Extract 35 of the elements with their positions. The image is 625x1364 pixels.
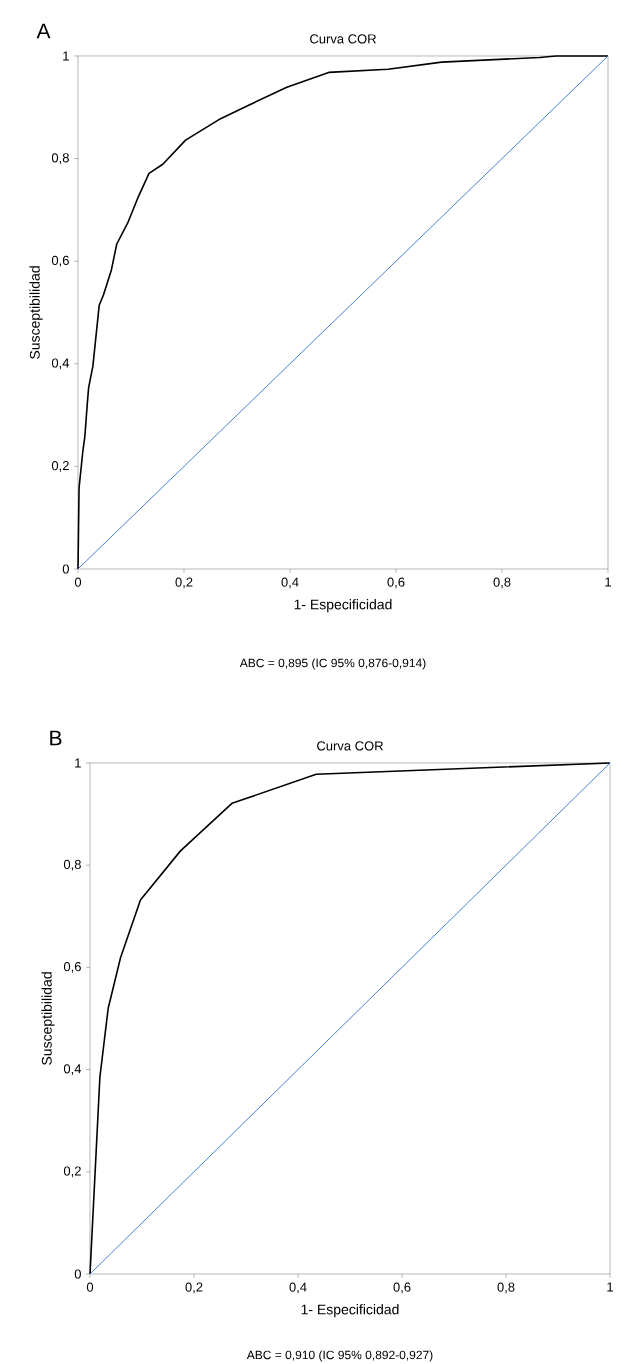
text: ABC = 0,895 (IC 95% 0,876-0,914) bbox=[239, 658, 426, 670]
x-tick-label: 0,8 bbox=[493, 577, 511, 589]
y-tick-label: 0 bbox=[74, 1269, 81, 1279]
y-tick-label: 0,2 bbox=[63, 1166, 81, 1178]
x-tick-label: 1 bbox=[607, 1282, 613, 1292]
chart-title: Curva COR bbox=[310, 34, 376, 44]
y-axis-title: Susceptibilidad bbox=[41, 972, 55, 1065]
text: ABC = 0,910 (IC 95% 0,892-0,927) bbox=[246, 1350, 433, 1362]
x-tick-label: 0,2 bbox=[185, 1282, 203, 1294]
y-tick-label: 1 bbox=[75, 758, 81, 768]
x-tick-label: 0,4 bbox=[281, 577, 299, 589]
y-tick-label: 0,8 bbox=[63, 859, 81, 871]
y-tick-label: 0 bbox=[62, 564, 69, 574]
y-tick-label: 1 bbox=[63, 51, 69, 61]
chart-title: Curva COR bbox=[317, 741, 383, 751]
x-tick-label: 0,4 bbox=[289, 1282, 307, 1294]
y-tick-label: 0,6 bbox=[63, 962, 81, 973]
text: B bbox=[50, 730, 62, 746]
y-axis-title: Susceptibilidad bbox=[29, 266, 43, 359]
y-tick-label: 0,4 bbox=[51, 358, 70, 370]
line-series bbox=[77, 55, 609, 570]
text: A bbox=[36, 23, 51, 39]
x-tick-label: 0,6 bbox=[387, 577, 405, 589]
y-tick-label: 0,8 bbox=[51, 153, 69, 164]
x-axis-title: 1- Especificidad bbox=[294, 599, 392, 613]
x-tick-label: 0,2 bbox=[175, 577, 193, 589]
x-axis-title: 1- Especificidad bbox=[301, 1304, 399, 1318]
x-tick-label: 0 bbox=[86, 1282, 94, 1292]
x-tick-label: 1 bbox=[605, 577, 611, 587]
y-tick-label: 0,4 bbox=[63, 1064, 82, 1075]
x-tick-label: 0,6 bbox=[393, 1282, 411, 1294]
y-tick-label: 0,6 bbox=[51, 255, 69, 267]
line-series bbox=[89, 762, 611, 1275]
x-tick-label: 0,8 bbox=[497, 1282, 515, 1294]
y-tick-label: 0,2 bbox=[51, 461, 69, 472]
